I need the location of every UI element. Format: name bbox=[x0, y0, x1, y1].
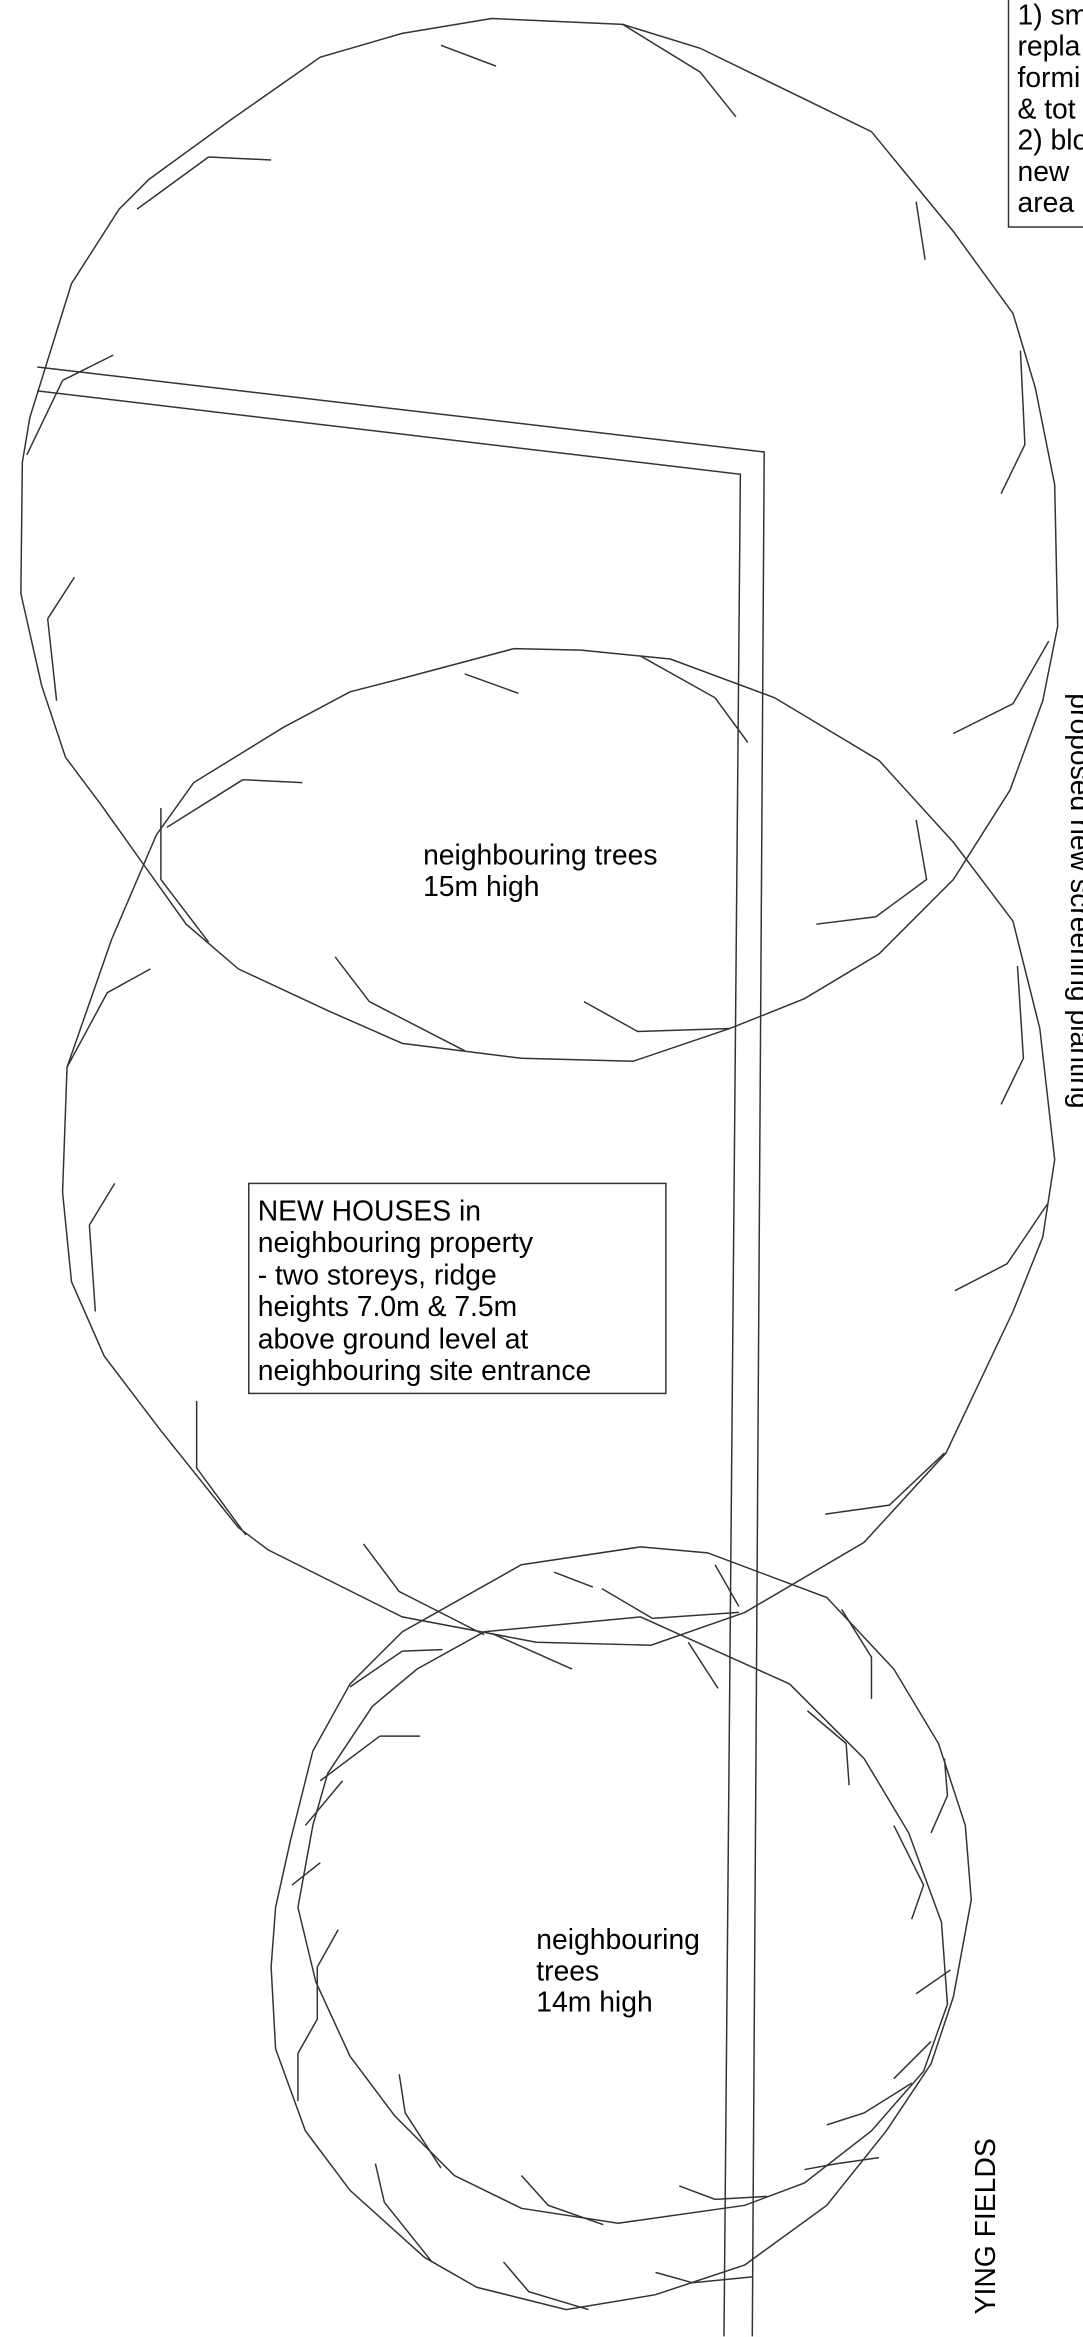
label-line: above ground level at bbox=[258, 1323, 529, 1355]
note-line: formi bbox=[1017, 61, 1080, 93]
label-line: neighbouring trees bbox=[423, 839, 657, 871]
label-line: trees bbox=[536, 1954, 599, 1986]
tree-canopies bbox=[20, 17, 1059, 2311]
canopy-upper bbox=[20, 17, 1059, 1062]
note-line: repla bbox=[1017, 30, 1080, 62]
boundary-inner bbox=[37, 390, 742, 2337]
canopy-lower-outer bbox=[270, 1546, 973, 2311]
note-line: 2) blo bbox=[1017, 124, 1083, 156]
canopy-middle bbox=[61, 647, 1056, 1646]
note-line: new bbox=[1017, 155, 1069, 187]
tree-label-lower: neighbouring trees 14m high bbox=[536, 1923, 700, 2018]
bottom-side-label: YING FIELDS bbox=[969, 2138, 1001, 2314]
top-note: 1) sm repla formi & tot 2) blo new area bbox=[1017, 0, 1083, 218]
branches bbox=[26, 23, 1050, 2311]
label-line: neighbouring bbox=[536, 1923, 700, 1955]
note-line: 1) sm bbox=[1017, 0, 1083, 30]
tree-label-upper: neighbouring trees 15m high bbox=[423, 839, 657, 902]
label-line: - two storeys, ridge bbox=[258, 1259, 497, 1291]
label-line: neighbouring property bbox=[258, 1226, 534, 1258]
boundary-lines bbox=[37, 366, 765, 2337]
label-line: 15m high bbox=[423, 870, 539, 902]
houses-box bbox=[248, 1182, 667, 1395]
boundary-outer bbox=[37, 366, 765, 2337]
note-line: & tot bbox=[1017, 92, 1075, 124]
label-line: 14m high bbox=[536, 1986, 652, 2018]
note-line: area bbox=[1017, 186, 1074, 218]
canopy-lower-inner bbox=[297, 1616, 949, 2224]
label-line: heights 7.0m & 7.5m bbox=[258, 1290, 518, 1322]
label-line: NEW HOUSES in bbox=[258, 1195, 481, 1227]
houses-label: NEW HOUSES in neighbouring property - tw… bbox=[258, 1195, 592, 1386]
note-box bbox=[1007, 0, 1083, 228]
side-label: proposed new screening planting bbox=[1065, 693, 1083, 1108]
label-line: neighbouring site entrance bbox=[258, 1354, 592, 1386]
